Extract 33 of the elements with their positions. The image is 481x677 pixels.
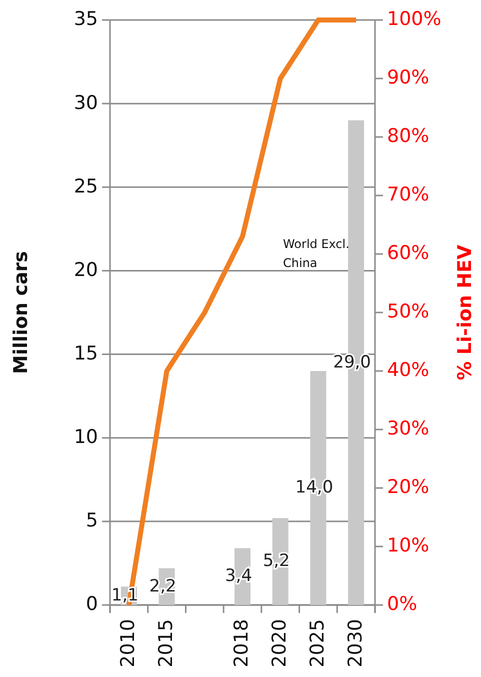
y2-tick-label: 90%	[387, 66, 430, 89]
y2-tick-label: 70%	[387, 184, 430, 206]
y2-tick-label: 60%	[387, 242, 430, 264]
x-tick-label: 2010	[117, 619, 140, 668]
x-tick-label: 2025	[306, 619, 328, 668]
y-tick-label: 10	[74, 426, 98, 448]
y2-tick-label: 0%	[387, 593, 418, 616]
x-tick-label: 2018	[230, 619, 253, 668]
y-tick-label: 30	[74, 92, 98, 114]
y-tick-label: 20	[74, 258, 98, 281]
data-label: 3,4	[224, 566, 252, 586]
x-tick-label: 2030	[344, 619, 366, 668]
data-label: 14,0	[295, 478, 334, 498]
y2-tick-label: 10%	[387, 534, 430, 557]
y2-tick-label: 20%	[387, 476, 430, 498]
y2-tick-label: 80%	[387, 125, 430, 148]
data-label: 2,2	[149, 576, 176, 596]
y2-tick-label: 40%	[387, 359, 430, 382]
annotation: World Excl. China	[283, 237, 350, 270]
y-axis-title: Million cars	[10, 251, 32, 374]
x-tick-label: 2020	[268, 619, 291, 668]
y-tick-label: 5	[86, 510, 98, 532]
data-label: 29,0	[333, 352, 371, 372]
y2-axis-title: % Li-ion HEV	[454, 244, 476, 380]
y-tick-label: 0	[86, 593, 98, 616]
y-tick-label: 15	[74, 342, 98, 364]
y2-tick-label: 30%	[387, 418, 430, 440]
y-tick-label: 25	[74, 175, 98, 198]
data-label: 5,2	[262, 551, 290, 572]
y-tick-label: 35	[74, 8, 98, 30]
x-tick-label: 2015	[154, 619, 177, 668]
y2-tick-label: 50%	[387, 300, 430, 323]
y2-tick-label: 100%	[387, 8, 442, 30]
